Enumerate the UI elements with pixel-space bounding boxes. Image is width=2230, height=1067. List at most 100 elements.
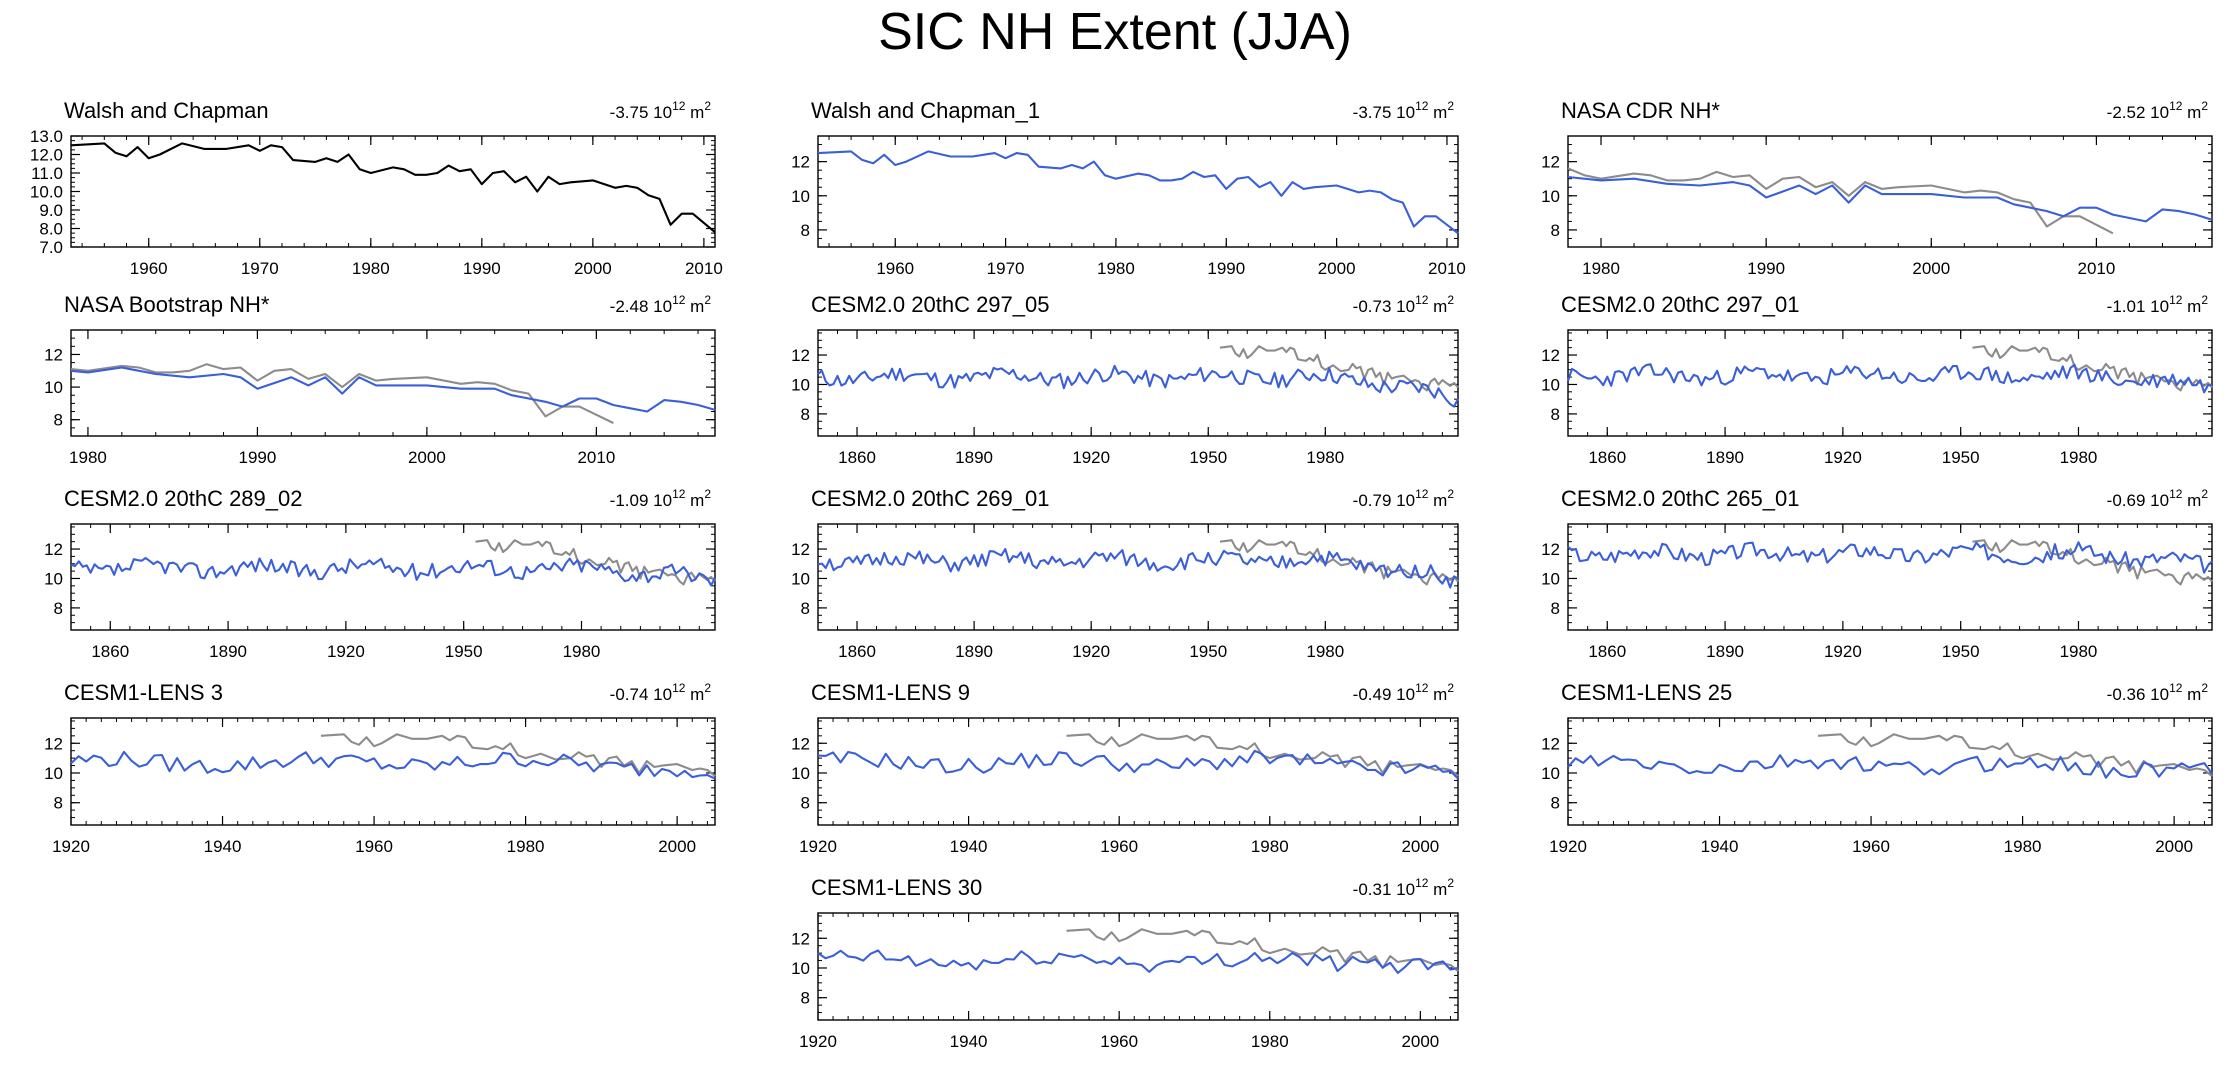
panel-title: CESM1-LENS 3 bbox=[64, 680, 223, 705]
x-tick-label: 1890 bbox=[209, 642, 247, 661]
y-tick-label: 10 bbox=[1541, 187, 1560, 206]
figure-title: SIC NH Extent (JJA) bbox=[878, 3, 1352, 61]
y-tick-label: 8 bbox=[801, 221, 810, 240]
x-tick-label: 1960 bbox=[1100, 837, 1138, 856]
observed-series-line bbox=[70, 363, 614, 424]
x-tick-label: 1890 bbox=[1706, 448, 1744, 467]
x-tick-label: 1980 bbox=[352, 259, 390, 278]
y-tick-label: 12 bbox=[44, 540, 63, 559]
x-tick-label: 1890 bbox=[1706, 642, 1744, 661]
y-tick-label: 8 bbox=[1551, 794, 1560, 813]
model-series-line bbox=[817, 949, 1459, 974]
panel-cesm1-lens-25: CESM1-LENS 25 -0.36 1012 m2 1920 1940 1960 19… bbox=[1541, 680, 2213, 856]
x-tick-label: 1860 bbox=[838, 642, 876, 661]
x-tick-label: 1990 bbox=[239, 448, 277, 467]
panel-cesm2-0-20thc-289-02: CESM2.0 20thC 289_02 -1.09 1012 m2 1860 189… bbox=[44, 486, 716, 661]
x-tick-label: 1920 bbox=[1824, 448, 1862, 467]
model-series-line bbox=[1567, 541, 2213, 574]
trend-label: -0.36 1012 m2 bbox=[2107, 681, 2209, 704]
y-tick-label: 10 bbox=[1541, 569, 1560, 588]
panel-title: NASA CDR NH* bbox=[1561, 98, 1720, 123]
y-tick-label: 10 bbox=[1541, 764, 1560, 783]
trend-label: -2.52 1012 m2 bbox=[2107, 99, 2209, 122]
y-tick-label: 10 bbox=[1541, 375, 1560, 394]
x-tick-label: 1940 bbox=[950, 837, 988, 856]
x-tick-label: 1990 bbox=[463, 259, 501, 278]
y-tick-label: 12 bbox=[44, 345, 63, 364]
panel-title: Walsh and Chapman_1 bbox=[811, 98, 1040, 123]
model-series-line bbox=[1566, 363, 2213, 394]
y-tick-label: 12 bbox=[791, 346, 810, 365]
y-tick-label: 10 bbox=[44, 569, 63, 588]
model-series-line bbox=[817, 547, 1459, 589]
plot-frame bbox=[1567, 135, 2213, 248]
trend-label: -0.74 1012 m2 bbox=[610, 681, 712, 704]
panel-walsh-and-chapman-1: Walsh and Chapman_1 -3.75 1012 m2 1960 1970… bbox=[791, 98, 1466, 278]
plot-frame bbox=[70, 329, 716, 437]
observed-series-line bbox=[1219, 539, 1459, 586]
y-tick-label: 11.0 bbox=[31, 164, 63, 183]
panel-cesm1-lens-9: CESM1-LENS 9 -0.49 1012 m2 1920 1940 1960 198… bbox=[791, 680, 1459, 856]
x-tick-label: 1920 bbox=[799, 837, 837, 856]
x-tick-label: 1950 bbox=[445, 642, 483, 661]
panel-title: CESM1-LENS 30 bbox=[811, 875, 982, 900]
x-tick-label: 2010 bbox=[1428, 259, 1466, 278]
model-series-line bbox=[70, 750, 716, 780]
x-tick-label: 2000 bbox=[574, 259, 612, 278]
panel-walsh-and-chapman: Walsh and Chapman -3.75 1012 m2 1960 1970 19… bbox=[30, 98, 723, 278]
observed-series-line bbox=[1567, 167, 2114, 235]
x-tick-label: 1960 bbox=[1852, 837, 1890, 856]
y-tick-label: 10 bbox=[791, 187, 810, 206]
observed-series-line bbox=[1972, 345, 2213, 392]
x-tick-label: 1950 bbox=[1942, 642, 1980, 661]
series-line bbox=[70, 142, 716, 234]
plot-frame bbox=[70, 135, 716, 248]
y-tick-label: 8 bbox=[1551, 221, 1560, 240]
y-tick-label: 8 bbox=[54, 411, 63, 430]
y-tick-label: 7.0 bbox=[39, 238, 63, 257]
x-tick-label: 2000 bbox=[2155, 837, 2193, 856]
x-tick-label: 1980 bbox=[2060, 642, 2098, 661]
model-series-line bbox=[1567, 754, 2213, 779]
panel-cesm1-lens-30: CESM1-LENS 30 -0.31 1012 m2 1920 1940 1960 19… bbox=[791, 875, 1459, 1051]
trend-label: -1.01 1012 m2 bbox=[2107, 293, 2209, 316]
panel-nasa-bootstrap-nh: NASA Bootstrap NH* -2.48 1012 m2 1980 1990 2… bbox=[44, 292, 716, 467]
panel-title: CESM2.0 20thC 269_01 bbox=[811, 486, 1050, 511]
y-tick-label: 10 bbox=[791, 764, 810, 783]
x-tick-label: 2010 bbox=[2077, 259, 2115, 278]
y-tick-label: 12.0 bbox=[30, 146, 63, 165]
y-tick-label: 12 bbox=[1541, 153, 1560, 172]
y-tick-label: 12 bbox=[791, 153, 810, 172]
x-tick-label: 1920 bbox=[1549, 837, 1587, 856]
x-tick-label: 1970 bbox=[241, 259, 279, 278]
y-tick-label: 10 bbox=[44, 764, 63, 783]
series-line bbox=[817, 150, 1459, 235]
y-tick-label: 8 bbox=[801, 794, 810, 813]
panel-cesm1-lens-3: CESM1-LENS 3 -0.74 1012 m2 1920 1940 1960 198… bbox=[44, 680, 716, 856]
x-tick-label: 1980 bbox=[1306, 642, 1344, 661]
panel-title: CESM1-LENS 9 bbox=[811, 680, 970, 705]
y-tick-label: 12 bbox=[1541, 346, 1560, 365]
y-tick-label: 13.0 bbox=[30, 127, 63, 146]
y-tick-label: 12 bbox=[1541, 540, 1560, 559]
y-tick-label: 10.0 bbox=[30, 183, 63, 202]
y-tick-label: 8 bbox=[1551, 405, 1560, 424]
x-tick-label: 1940 bbox=[1701, 837, 1739, 856]
model-series-line bbox=[70, 366, 716, 413]
model-series-line bbox=[817, 749, 1459, 780]
x-tick-label: 1980 bbox=[1251, 837, 1289, 856]
y-tick-label: 10 bbox=[791, 375, 810, 394]
y-tick-label: 9.0 bbox=[39, 201, 63, 220]
y-tick-label: 10 bbox=[791, 569, 810, 588]
y-tick-label: 8 bbox=[54, 794, 63, 813]
y-tick-label: 8 bbox=[801, 989, 810, 1008]
x-tick-label: 1980 bbox=[1306, 448, 1344, 467]
plot-frame bbox=[817, 717, 1459, 826]
x-tick-label: 2000 bbox=[1318, 259, 1356, 278]
panel-cesm2-0-20thc-297-05: CESM2.0 20thC 297_05 -0.73 1012 m2 1860 189… bbox=[791, 292, 1459, 467]
x-tick-label: 1890 bbox=[955, 642, 993, 661]
panel-cesm2-0-20thc-265-01: CESM2.0 20thC 265_01 -0.69 1012 m2 1860 189… bbox=[1541, 486, 2213, 661]
y-tick-label: 12 bbox=[791, 734, 810, 753]
observed-series-line bbox=[1972, 539, 2213, 586]
